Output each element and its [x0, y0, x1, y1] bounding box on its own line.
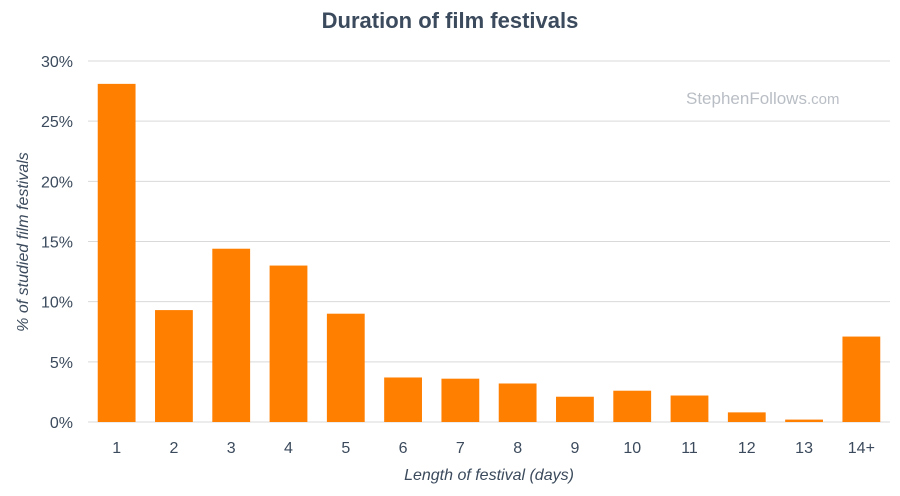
x-tick-label: 3 [227, 440, 236, 457]
x-tick-labels: 1 2 3 4 5 6 7 8 9 10 11 12 13 14+ [112, 440, 875, 457]
y-axis-label: % of studied film festivals [15, 152, 32, 332]
y-tick-label: 0% [50, 415, 73, 432]
x-tick-label: 12 [738, 440, 756, 457]
x-tick-label: 14+ [848, 440, 875, 457]
x-tick-label: 9 [570, 440, 579, 457]
x-tick-label: 7 [456, 440, 465, 457]
x-axis-label: Length of festival (days) [404, 467, 574, 484]
watermark-main: StephenFollows [686, 89, 807, 108]
x-tick-label: 2 [169, 440, 178, 457]
x-tick-label: 8 [513, 440, 522, 457]
y-tick-label: 20% [41, 174, 73, 191]
x-tick-label: 4 [284, 440, 293, 457]
y-tick-label: 30% [41, 54, 73, 71]
bar [498, 383, 537, 422]
bar [727, 412, 766, 422]
bar [670, 395, 709, 422]
y-tick-labels: 0% 5% 10% 15% 20% 25% 30% [41, 54, 73, 432]
watermark: StephenFollows.com [686, 89, 839, 108]
bar [269, 265, 308, 422]
bar [613, 390, 652, 422]
bar [155, 310, 193, 422]
watermark-tld: .com [807, 91, 840, 108]
x-tick-label: 6 [399, 440, 408, 457]
y-tick-label: 25% [41, 114, 73, 131]
bar [97, 83, 136, 422]
y-tick-label: 15% [41, 235, 73, 252]
x-tick-label: 13 [795, 440, 813, 457]
y-tick-label: 5% [50, 355, 73, 372]
x-tick-label: 11 [681, 440, 698, 457]
x-tick-label: 10 [623, 440, 641, 457]
y-tick-label: 10% [41, 295, 73, 312]
x-tick-label: 5 [341, 440, 350, 457]
bar [326, 313, 365, 422]
x-tick-label: 1 [112, 440, 121, 457]
gridlines [88, 60, 890, 423]
bars [97, 83, 881, 422]
bar [212, 248, 251, 422]
bar [785, 419, 823, 422]
chart-title: Duration of film festivals [321, 8, 579, 33]
bar [441, 378, 480, 422]
bar [556, 396, 594, 422]
bar [384, 377, 422, 422]
bar [842, 336, 881, 422]
